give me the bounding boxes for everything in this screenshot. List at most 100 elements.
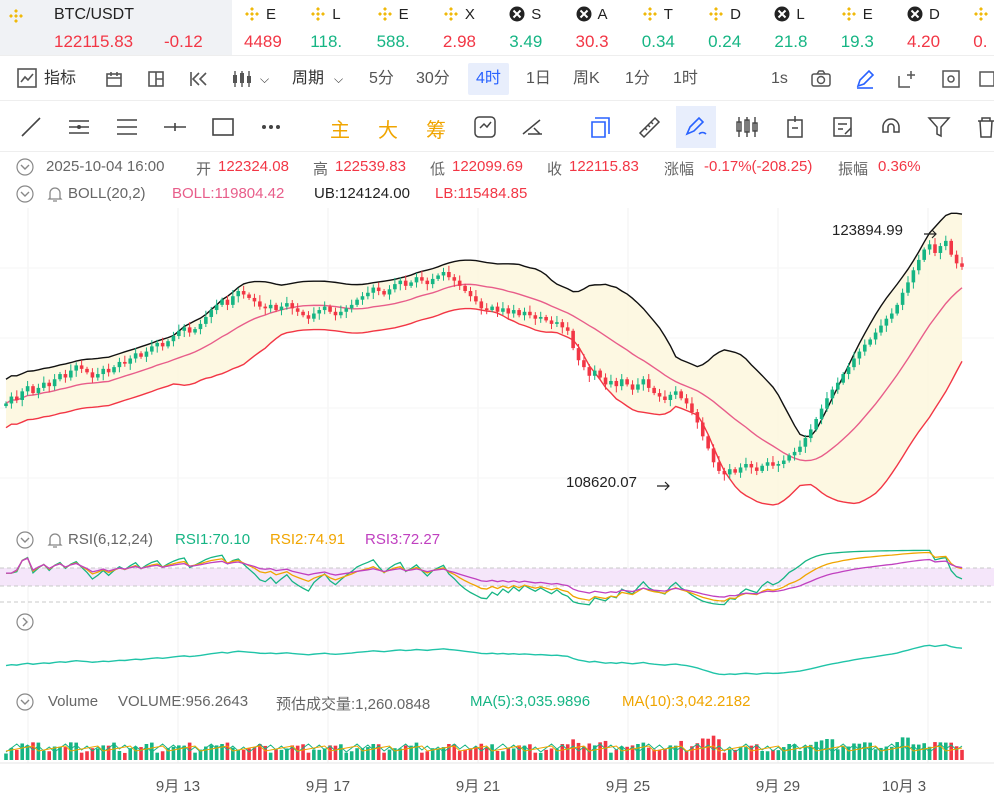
ticker-item[interactable]: D 0.24 — [708, 0, 770, 55]
chip-large[interactable]: 大 — [378, 120, 398, 142]
ticker-item[interactable]: E 4489 — [244, 0, 306, 55]
position-icon[interactable] — [782, 114, 808, 140]
ticker-item[interactable]: D 4.20 — [907, 0, 969, 55]
ticker-item[interactable]: L 21.8 — [774, 0, 836, 55]
candle-body — [603, 377, 608, 385]
candles-icon[interactable] — [734, 114, 760, 140]
ticker-item[interactable]: E 588. — [377, 0, 439, 55]
x-tick-label: 9月 29 — [756, 778, 800, 795]
volume-bar — [42, 751, 46, 760]
layout-icon[interactable] — [146, 69, 166, 89]
volume-bar — [452, 744, 457, 760]
ticker-item[interactable]: L 118. — [310, 0, 372, 55]
rectangle-icon[interactable] — [210, 114, 236, 140]
horizontal-ray-icon[interactable] — [162, 114, 188, 140]
chevron-down-icon[interactable] — [16, 158, 34, 176]
volume-bar — [803, 746, 808, 760]
interval-1d[interactable]: 1日 — [526, 70, 551, 87]
trash-icon[interactable] — [972, 114, 994, 140]
volume-bar — [630, 745, 635, 760]
pen-icon[interactable] — [854, 68, 876, 90]
interval-1w[interactable]: 周K — [573, 70, 600, 87]
more-icon[interactable] — [978, 68, 994, 90]
interval-4h[interactable]: 4时 — [468, 63, 509, 95]
bell-icon[interactable] — [46, 185, 64, 203]
interval-30m[interactable]: 30分 — [416, 70, 450, 87]
volume-bar — [58, 746, 62, 760]
camera-icon[interactable] — [810, 69, 832, 89]
volume-bar — [193, 752, 197, 760]
parallel-channel-icon[interactable] — [114, 114, 140, 140]
horizontal-lines-icon[interactable] — [66, 114, 92, 140]
chevron-down-icon[interactable]: ⌵ — [260, 72, 270, 86]
chevron-down-icon[interactable]: ⌵ — [334, 72, 344, 86]
interval-5m[interactable]: 5分 — [369, 70, 394, 87]
note-icon[interactable] — [830, 114, 856, 140]
filter-icon[interactable] — [926, 114, 952, 140]
interval-1m[interactable]: 1分 — [625, 70, 650, 87]
ruler-icon[interactable] — [636, 114, 662, 140]
candle-body — [587, 367, 592, 376]
copy-icon[interactable] — [588, 114, 614, 140]
chip-main[interactable]: 主 — [330, 120, 350, 142]
chevron-down-icon[interactable] — [16, 185, 34, 203]
chart-area[interactable]: 9月 13 9月 17 9月 21 9月 25 9月 29 10月 3 123894.99… — [0, 208, 994, 804]
candle-body — [576, 348, 581, 361]
candle-body — [479, 301, 484, 309]
ticker-main[interactable]: BTC/USDT 122115.83 -0.12 — [0, 0, 232, 55]
rewind-icon[interactable] — [188, 69, 210, 89]
indicators-button[interactable]: 指标 — [44, 70, 77, 87]
candle-body — [360, 296, 365, 300]
ticker-item[interactable]: 0. — [973, 0, 994, 55]
candle-body — [74, 365, 79, 371]
candle-body — [441, 272, 446, 276]
ticker-item[interactable]: E 19.3 — [841, 0, 903, 55]
candle-body — [614, 380, 619, 387]
volume-bar — [31, 742, 35, 760]
volume-bar — [101, 745, 106, 760]
measure-icon[interactable] — [520, 114, 546, 140]
candle-body — [668, 394, 673, 400]
calendar-icon[interactable] — [104, 69, 124, 89]
indicator-icon[interactable] — [16, 67, 38, 89]
volume-bar — [625, 746, 629, 760]
interval-1h[interactable]: 1时 — [673, 70, 698, 87]
candle-body — [679, 391, 683, 399]
ticker-item[interactable]: X 2.98 — [443, 0, 505, 55]
bell-icon[interactable] — [46, 531, 64, 549]
chevron-down-icon[interactable] — [16, 693, 34, 711]
candle-body — [333, 311, 338, 316]
sync-icon[interactable] — [472, 114, 498, 140]
settings-panel-icon[interactable] — [940, 68, 962, 90]
interval-1s[interactable]: 1s — [771, 70, 788, 87]
add-window-icon[interactable] — [896, 68, 918, 90]
candle-type-icon[interactable] — [230, 67, 254, 91]
candle-body — [954, 254, 959, 264]
chip-chips[interactable]: 筹 — [426, 120, 446, 142]
magnet-icon[interactable] — [878, 114, 904, 140]
candle-body — [895, 304, 899, 314]
volume-bar — [949, 742, 953, 760]
binance-icon — [377, 7, 392, 21]
ticker-item[interactable]: A 30.3 — [576, 0, 638, 55]
volume-bar — [112, 742, 116, 760]
candle-body — [403, 280, 408, 286]
candle-body — [938, 246, 943, 253]
volume-bar — [598, 742, 602, 760]
chevron-right-icon[interactable] — [16, 613, 34, 631]
volume-bar — [690, 746, 694, 760]
trend-line-icon[interactable] — [18, 114, 44, 140]
volume-ma10-line — [5, 745, 963, 752]
more-tools-icon[interactable] — [258, 114, 284, 140]
volume-legend: Volume VOLUME:956.2643 预估成交量:1,260.0848 … — [0, 690, 994, 714]
ticker-item[interactable]: T 0.34 — [642, 0, 704, 55]
candle-body — [722, 470, 727, 475]
volume-bar — [517, 745, 521, 760]
chevron-down-icon[interactable] — [16, 531, 34, 549]
ticker-item[interactable]: S 3.49 — [509, 0, 571, 55]
candle-body — [657, 393, 662, 397]
period-button[interactable]: 周期 — [292, 70, 325, 87]
brush-icon[interactable] — [683, 114, 709, 140]
candle-body — [862, 344, 867, 352]
candle-body — [884, 318, 889, 326]
